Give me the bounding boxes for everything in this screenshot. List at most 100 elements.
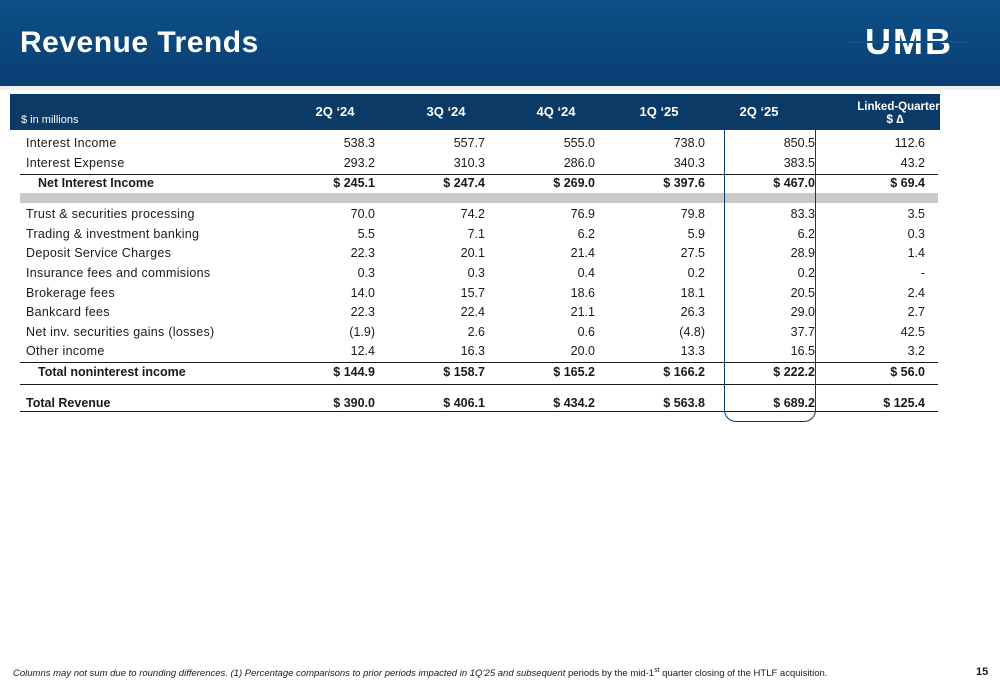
- cell-4q24: 6.2: [577, 227, 595, 241]
- table-row-bankcard-fees: Bankcard fees 22.3 22.4 21.1 26.3 29.0 2.7: [20, 305, 940, 325]
- row-divider: [20, 411, 938, 412]
- cell-4q24: 18.6: [570, 286, 595, 300]
- cell-2q25: 28.9: [790, 246, 815, 260]
- cell-2q24: 22.3: [350, 246, 375, 260]
- current-quarter-highlight: [724, 129, 816, 422]
- cell-1q25: 738.0: [673, 136, 705, 150]
- column-header-linked-quarter: Linked-Quarter (1): [845, 98, 965, 113]
- row-divider: [20, 174, 938, 175]
- table-row-net-inv-securities-gains: Net inv. securities gains (losses) (1.9) 2…: [20, 325, 940, 345]
- row-label: Bankcard fees: [26, 305, 110, 319]
- linked-quarter-label: Linked-Quarter: [857, 100, 940, 113]
- cell-3q24: 7.1: [467, 227, 485, 241]
- table-row-interest-expense: Interest Expense 293.2 310.3 286.0 340.3 383.…: [20, 156, 940, 176]
- cell-2q24: 293.2: [343, 156, 375, 170]
- cell-2q24: $ 245.1: [333, 176, 375, 190]
- cell-3q24: $ 247.4: [443, 176, 485, 190]
- footnote-italic: Columns may not sum due to rounding diff…: [13, 668, 566, 680]
- table-row-other-income: Other income 12.4 16.3 20.0 13.3 16.5 3.2: [20, 344, 940, 364]
- cell-2q24: 538.3: [343, 136, 375, 150]
- page-number: 15: [976, 666, 989, 678]
- row-label: Insurance fees and commisions: [26, 266, 211, 280]
- cell-1q25: 13.3: [680, 344, 705, 358]
- cell-3q24: 2.6: [467, 325, 485, 339]
- cell-3q24: 20.1: [460, 246, 485, 260]
- cell-1q25: $ 166.2: [663, 365, 705, 379]
- cell-1q25: 0.2: [687, 266, 705, 280]
- cell-4q24: $ 165.2: [553, 365, 595, 379]
- row-label: Total noninterest income: [38, 365, 186, 379]
- cell-3q24: 22.4: [460, 305, 485, 319]
- cell-2q24: 22.3: [350, 305, 375, 319]
- cell-3q24: 557.7: [453, 136, 485, 150]
- table-row-trust-securities-processing: Trust & securities processing 70.0 74.2 76.…: [20, 207, 940, 227]
- table-row-trading-investment-banking: Trading & investment banking 5.5 7.1 6.2 5.9…: [20, 227, 940, 247]
- cell-1q25: 18.1: [680, 286, 705, 300]
- cell-linked-quarter: 43.2: [900, 156, 925, 170]
- footnote: Columns may not sum due to rounding diff…: [13, 667, 827, 679]
- cell-2q25: 16.5: [790, 344, 815, 358]
- cell-1q25: 26.3: [680, 305, 705, 319]
- column-header-2q24: 2Q ‘24: [315, 104, 355, 119]
- row-label: Total Revenue: [26, 396, 111, 410]
- cell-3q24: $ 158.7: [443, 365, 485, 379]
- row-label: Interest Income: [26, 136, 117, 150]
- cell-linked-quarter: $ 56.0: [890, 365, 925, 379]
- linked-quarter-sub: $ ∆: [886, 112, 904, 126]
- cell-2q25: 383.5: [783, 156, 815, 170]
- row-label: Trust & securities processing: [26, 207, 195, 221]
- linked-quarter-note: (1): [942, 98, 953, 107]
- banner-divider: [0, 86, 1000, 90]
- cell-4q24: 76.9: [570, 207, 595, 221]
- table-row-total-revenue: Total Revenue $ 390.0 $ 406.1 $ 434.2 $ 563.…: [20, 396, 940, 416]
- cell-2q25: 83.3: [790, 207, 815, 221]
- cell-2q24: 0.3: [357, 266, 375, 280]
- footnote-sup: st: [654, 667, 660, 674]
- table-row-total-noninterest-income: Total noninterest income $ 144.9 $ 158.7 $ …: [20, 365, 940, 385]
- cell-4q24: 0.6: [577, 325, 595, 339]
- row-label: Brokerage fees: [26, 286, 115, 300]
- table-row-net-interest-income: Net Interest Income $ 245.1 $ 247.4 $ 269.0…: [20, 176, 940, 196]
- cell-2q25: 20.5: [790, 286, 815, 300]
- cell-3q24: 310.3: [453, 156, 485, 170]
- cell-2q24: 14.0: [350, 286, 375, 300]
- cell-1q25: 340.3: [673, 156, 705, 170]
- column-header-3q24: 3Q ‘24: [426, 104, 466, 119]
- cell-2q24: 12.4: [350, 344, 375, 358]
- cell-1q25: (4.8): [679, 325, 705, 339]
- cell-linked-quarter: 2.7: [907, 305, 925, 319]
- cell-2q25: 6.2: [797, 227, 815, 241]
- table-row-interest-income: Interest Income 538.3 557.7 555.0 738.0 850.5…: [20, 136, 940, 156]
- cell-3q24: 0.3: [467, 266, 485, 280]
- cell-1q25: 79.8: [680, 207, 705, 221]
- umb-logo: UMB: [848, 25, 970, 59]
- row-label: Other income: [26, 344, 105, 358]
- table-row-brokerage-fees: Brokerage fees 14.0 15.7 18.6 18.1 20.5 2.4: [20, 286, 940, 306]
- row-label: Net inv. securities gains (losses): [26, 325, 215, 339]
- column-header-1q25: 1Q ‘25: [639, 104, 679, 119]
- cell-4q24: 0.4: [577, 266, 595, 280]
- cell-3q24: $ 406.1: [443, 396, 485, 410]
- cell-3q24: 15.7: [460, 286, 485, 300]
- units-label: $ in millions: [21, 114, 79, 126]
- cell-2q24: (1.9): [349, 325, 375, 339]
- section-separator: [20, 193, 938, 203]
- cell-4q24: 21.4: [570, 246, 595, 260]
- cell-linked-quarter: 2.4: [907, 286, 925, 300]
- cell-1q25: $ 397.6: [663, 176, 705, 190]
- column-header-2q25: 2Q ‘25: [739, 104, 779, 119]
- title-banner: [0, 0, 1000, 86]
- row-divider: [20, 362, 938, 363]
- row-divider: [20, 384, 938, 385]
- cell-4q24: 286.0: [563, 156, 595, 170]
- cell-linked-quarter: -: [920, 266, 925, 280]
- footnote-text-2: quarter closing of the HTLF acquisition.: [659, 668, 828, 680]
- cell-2q25: 37.7: [790, 325, 815, 339]
- cell-linked-quarter: 112.6: [894, 136, 925, 150]
- cell-4q24: 555.0: [563, 136, 595, 150]
- logo-stripe: [848, 41, 970, 43]
- cell-2q24: 5.5: [357, 227, 375, 241]
- cell-2q25: $ 222.2: [773, 365, 815, 379]
- cell-4q24: $ 269.0: [553, 176, 595, 190]
- cell-2q25: 29.0: [790, 305, 815, 319]
